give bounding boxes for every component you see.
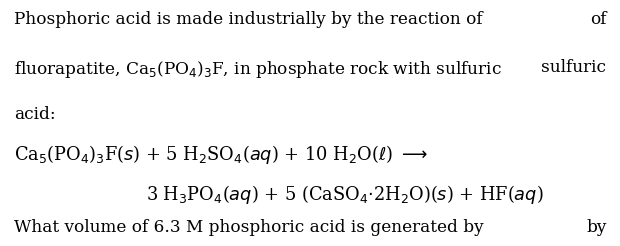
- Text: by: by: [586, 219, 606, 236]
- Text: Phosphoric acid is made industrially by the reaction of: Phosphoric acid is made industrially by …: [14, 11, 482, 28]
- Text: sulfuric: sulfuric: [541, 59, 606, 76]
- Text: of: of: [590, 11, 606, 28]
- Text: Ca$_5$(PO$_4$)$_3$F($s$) + 5 H$_2$SO$_4$($aq$) + 10 H$_2$O($\ell$) $\longrightar: Ca$_5$(PO$_4$)$_3$F($s$) + 5 H$_2$SO$_4$…: [14, 143, 428, 166]
- Text: What volume of 6.3 M phosphoric acid is generated by: What volume of 6.3 M phosphoric acid is …: [14, 219, 483, 236]
- Text: fluorapatite, Ca$_5$(PO$_4$)$_3$F, in phosphate rock with sulfuric: fluorapatite, Ca$_5$(PO$_4$)$_3$F, in ph…: [14, 59, 502, 80]
- Text: 3 H$_3$PO$_4$($aq$) + 5 (CaSO$_4$$\cdot$2H$_2$O)($s$) + HF($aq$): 3 H$_3$PO$_4$($aq$) + 5 (CaSO$_4$$\cdot$…: [146, 183, 543, 206]
- Text: acid:: acid:: [14, 106, 55, 123]
